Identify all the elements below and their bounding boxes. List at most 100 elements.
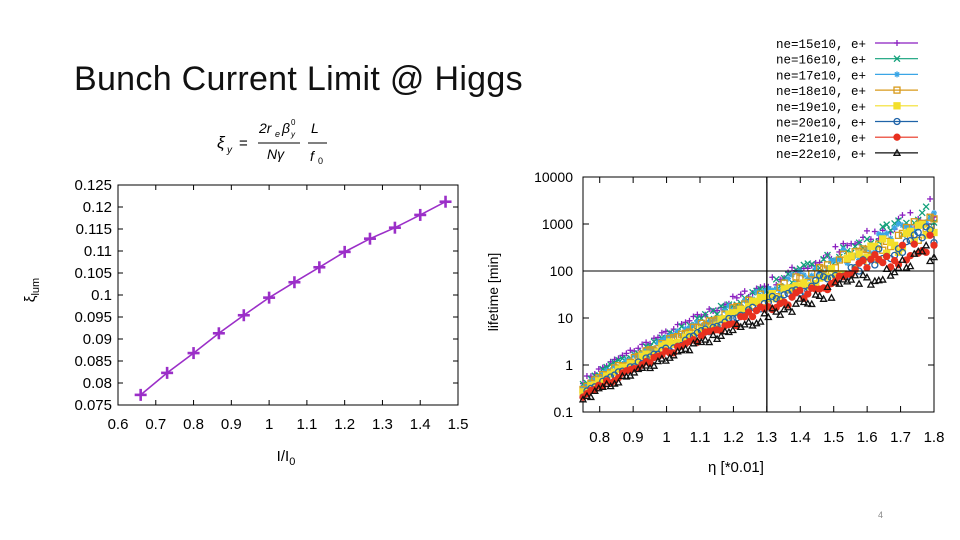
right-chart-data-point <box>725 314 733 323</box>
right-chart-data-point <box>902 219 910 227</box>
right-chart-data-point <box>607 361 615 369</box>
right-chart-data-point <box>922 203 930 211</box>
left-chart-x-tick-label: 0.7 <box>145 416 166 433</box>
right-chart-data-point <box>595 381 603 389</box>
right-chart-data-point <box>839 270 847 278</box>
right-chart-data-point <box>835 274 843 282</box>
formula-lhs: ξ <box>217 133 226 152</box>
right-chart-data-point <box>646 343 654 350</box>
right-chart-data-point <box>718 304 725 311</box>
right-chart-data-point <box>843 277 852 285</box>
right-chart-data-point <box>634 352 642 360</box>
right-chart-data-point <box>599 377 607 385</box>
right-chart-data-point <box>927 195 934 202</box>
right-chart-y-tick-label: 1000 <box>542 216 573 232</box>
right-chart-data-point <box>792 267 799 274</box>
right-chart-data-point <box>780 304 789 313</box>
right-chart-data-point <box>654 350 662 358</box>
right-chart-data-point <box>741 288 748 295</box>
right-chart-data-point <box>777 276 784 283</box>
right-chart-data-point <box>638 360 646 368</box>
right-chart-data-point <box>761 283 768 290</box>
right-chart-data-point <box>606 368 615 377</box>
right-chart-data-point <box>737 291 744 298</box>
right-chart-data-point <box>646 359 654 367</box>
right-chart-data-point <box>650 350 658 358</box>
right-chart-data-point <box>658 334 666 342</box>
right-chart-data-point <box>843 272 851 280</box>
right-chart-data-point <box>760 305 769 313</box>
left-chart-y-tick-label: 0.085 <box>74 353 112 370</box>
formula-frac2-den: f <box>310 148 316 164</box>
right-chart-data-point <box>665 353 674 361</box>
left-chart-y-tick-label: 0.08 <box>83 375 112 392</box>
right-chart-data-point <box>757 284 764 291</box>
right-chart-data-point <box>895 215 902 222</box>
right-chart-data-point <box>706 306 713 313</box>
right-chart-data-point <box>784 289 792 298</box>
right-chart-y-ticks: 0.1 1 10 100 1000 10000 <box>534 169 934 420</box>
right-chart-data-point <box>630 363 638 371</box>
right-chart-data-point <box>879 235 887 243</box>
right-chart-data-point <box>907 224 914 231</box>
right-chart-data-point <box>670 333 678 342</box>
right-chart-data-point <box>800 265 807 272</box>
right-chart-data-point <box>721 322 729 330</box>
right-chart-data-point <box>702 311 709 318</box>
right-chart-data-point <box>725 302 732 309</box>
right-chart-data-point <box>753 288 760 295</box>
right-chart-data-point <box>615 356 622 364</box>
formula-num-b-sub: y <box>290 130 296 139</box>
right-chart-data-point <box>594 384 603 392</box>
right-chart-data-point <box>894 231 903 240</box>
right-chart-data-point <box>796 274 804 282</box>
right-chart-data-point <box>693 336 702 345</box>
right-chart-data-point <box>641 361 651 369</box>
right-chart-y-tick-label: 10 <box>557 310 573 326</box>
right-chart-data-point <box>599 365 607 373</box>
right-chart-data-point <box>824 251 831 259</box>
right-chart-data-point <box>776 283 784 292</box>
right-chart-data-point <box>875 256 883 264</box>
right-chart-data-point <box>914 221 922 229</box>
right-chart-y-tick-label: 10000 <box>534 169 573 185</box>
right-chart-data-point <box>927 215 934 222</box>
right-chart-data-point <box>626 354 634 362</box>
left-chart-data-point <box>439 195 452 208</box>
right-chart-data-point <box>582 391 592 399</box>
right-chart-data-point <box>729 307 736 314</box>
right-chart-data-point <box>902 229 911 237</box>
right-chart-data-point <box>610 368 619 376</box>
right-chart-data-point <box>792 286 800 294</box>
right-chart-data-point <box>858 270 868 279</box>
right-chart-data-point <box>784 284 792 292</box>
right-chart-data-point <box>658 351 666 359</box>
right-chart-data-point <box>831 264 840 272</box>
right-chart-data-point <box>674 328 681 335</box>
right-chart-data-point <box>875 235 882 242</box>
right-chart-data-point <box>591 372 599 380</box>
right-chart-data-point <box>926 231 934 239</box>
right-chart-data-point <box>855 250 863 258</box>
right-chart-data-point <box>614 365 623 373</box>
right-chart-data-point <box>709 327 717 335</box>
right-chart-x-tick-label: 0.9 <box>623 429 644 446</box>
right-chart-data-point <box>657 354 666 362</box>
right-chart-data-point <box>761 288 768 295</box>
legend-entry-marker <box>893 86 901 94</box>
right-chart-data-point <box>606 381 615 390</box>
right-chart-data-point <box>902 238 911 246</box>
right-chart-data-point <box>623 350 630 357</box>
right-chart-data-point <box>689 323 698 331</box>
right-chart-data-point <box>764 312 773 321</box>
right-chart-data-point <box>914 216 922 224</box>
right-chart-data-point <box>591 383 599 391</box>
right-chart-data-point <box>780 285 788 293</box>
right-chart-data-point <box>832 257 839 264</box>
right-chart-data-point <box>614 378 623 386</box>
right-chart-data-point <box>583 379 591 387</box>
right-chart-data-point <box>728 325 737 334</box>
right-chart-data-point <box>603 375 611 383</box>
right-chart-data-point <box>591 381 599 389</box>
left-chart-x-tick-label: 1.4 <box>410 416 431 433</box>
